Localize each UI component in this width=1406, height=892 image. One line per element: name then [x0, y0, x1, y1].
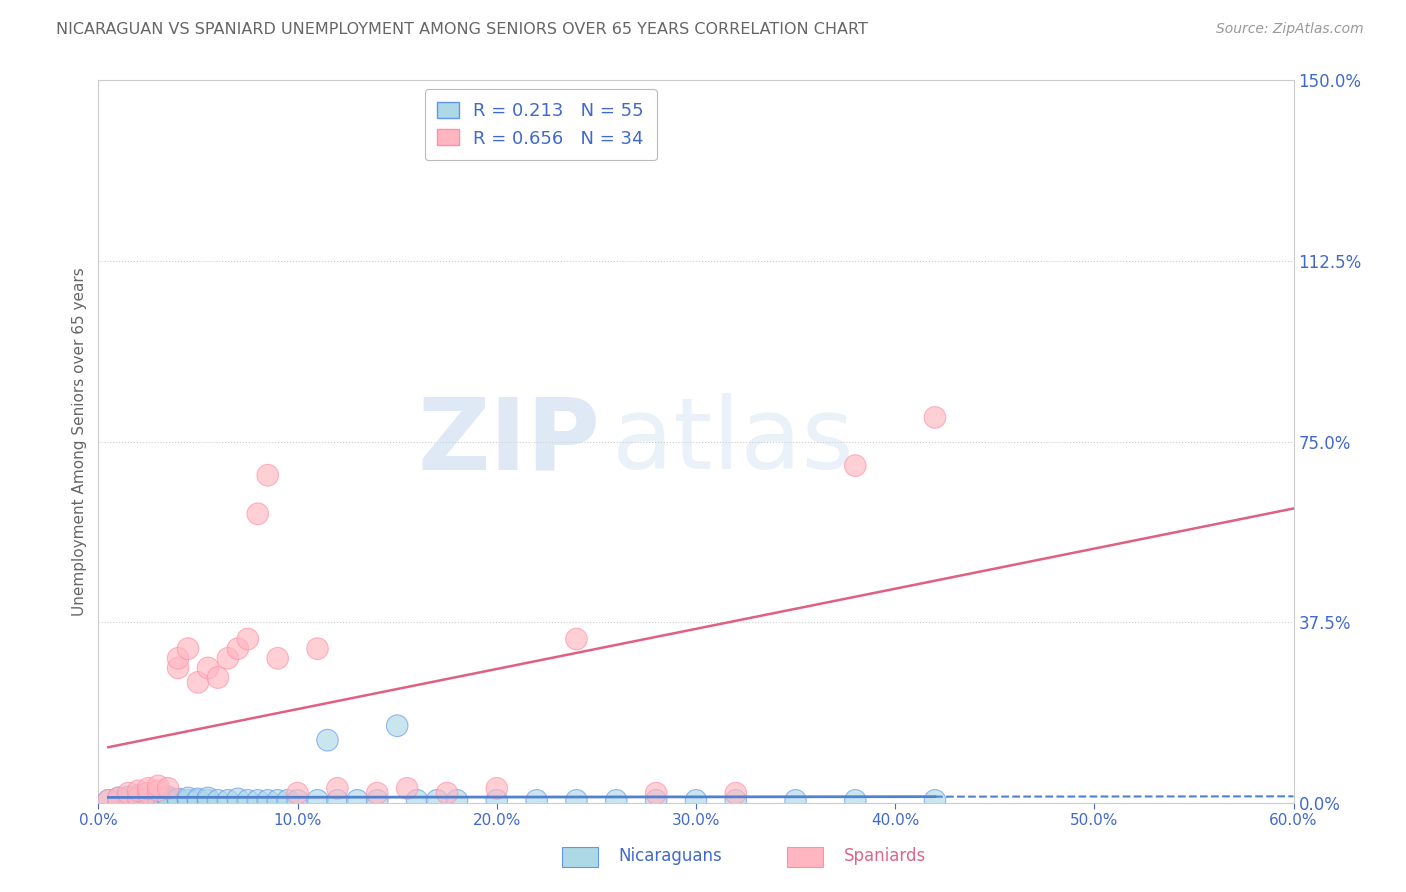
- Ellipse shape: [128, 789, 149, 810]
- Text: Spaniards: Spaniards: [844, 847, 925, 865]
- Ellipse shape: [97, 789, 120, 811]
- Text: Nicaraguans: Nicaraguans: [619, 847, 723, 865]
- Ellipse shape: [238, 628, 259, 650]
- Ellipse shape: [108, 787, 129, 809]
- Ellipse shape: [217, 789, 239, 811]
- Ellipse shape: [645, 789, 666, 811]
- Ellipse shape: [267, 789, 288, 811]
- Ellipse shape: [228, 789, 249, 810]
- Ellipse shape: [845, 455, 866, 476]
- Text: atlas: atlas: [613, 393, 853, 490]
- Ellipse shape: [128, 787, 149, 809]
- Ellipse shape: [138, 782, 159, 804]
- Ellipse shape: [526, 789, 547, 811]
- Ellipse shape: [257, 789, 278, 811]
- Ellipse shape: [157, 789, 179, 810]
- Ellipse shape: [167, 657, 188, 679]
- Ellipse shape: [307, 638, 328, 659]
- Ellipse shape: [845, 789, 866, 811]
- Ellipse shape: [177, 638, 198, 659]
- Ellipse shape: [197, 657, 219, 679]
- Ellipse shape: [108, 787, 129, 809]
- Ellipse shape: [148, 780, 169, 802]
- Ellipse shape: [187, 789, 208, 811]
- Ellipse shape: [247, 789, 269, 811]
- Legend: R = 0.213   N = 55, R = 0.656   N = 34: R = 0.213 N = 55, R = 0.656 N = 34: [425, 89, 657, 161]
- Ellipse shape: [167, 648, 188, 669]
- Ellipse shape: [148, 787, 169, 809]
- Ellipse shape: [148, 789, 169, 811]
- Ellipse shape: [128, 780, 149, 802]
- Ellipse shape: [128, 787, 149, 809]
- Ellipse shape: [138, 778, 159, 799]
- Ellipse shape: [217, 648, 239, 669]
- Ellipse shape: [396, 778, 418, 799]
- Ellipse shape: [128, 785, 149, 806]
- Ellipse shape: [565, 789, 588, 811]
- Ellipse shape: [138, 789, 159, 810]
- Ellipse shape: [247, 503, 269, 524]
- Ellipse shape: [148, 775, 169, 797]
- Ellipse shape: [157, 786, 179, 808]
- Text: ZIP: ZIP: [418, 393, 600, 490]
- Ellipse shape: [725, 789, 747, 811]
- Ellipse shape: [685, 789, 707, 811]
- Ellipse shape: [486, 778, 508, 799]
- Ellipse shape: [316, 730, 339, 751]
- Ellipse shape: [138, 786, 159, 808]
- Ellipse shape: [118, 782, 139, 804]
- Ellipse shape: [565, 628, 588, 650]
- Ellipse shape: [157, 778, 179, 799]
- Ellipse shape: [367, 789, 388, 811]
- Ellipse shape: [436, 782, 458, 804]
- Ellipse shape: [924, 789, 946, 811]
- Ellipse shape: [187, 672, 208, 693]
- Ellipse shape: [326, 789, 349, 811]
- Ellipse shape: [128, 789, 149, 811]
- Ellipse shape: [387, 714, 408, 737]
- Ellipse shape: [257, 465, 278, 486]
- Ellipse shape: [108, 789, 129, 811]
- Ellipse shape: [367, 782, 388, 804]
- Ellipse shape: [177, 789, 198, 811]
- Ellipse shape: [138, 789, 159, 811]
- Ellipse shape: [446, 789, 468, 811]
- Text: NICARAGUAN VS SPANIARD UNEMPLOYMENT AMONG SENIORS OVER 65 YEARS CORRELATION CHAR: NICARAGUAN VS SPANIARD UNEMPLOYMENT AMON…: [56, 22, 868, 37]
- Ellipse shape: [148, 789, 169, 810]
- Ellipse shape: [486, 789, 508, 811]
- Ellipse shape: [347, 789, 368, 811]
- Ellipse shape: [645, 782, 666, 804]
- Ellipse shape: [426, 789, 447, 811]
- Ellipse shape: [307, 789, 328, 811]
- Ellipse shape: [287, 782, 308, 804]
- Ellipse shape: [118, 789, 139, 810]
- Ellipse shape: [177, 787, 198, 809]
- Ellipse shape: [287, 789, 308, 811]
- Ellipse shape: [187, 789, 208, 810]
- Ellipse shape: [606, 789, 627, 811]
- Ellipse shape: [207, 789, 229, 811]
- Ellipse shape: [924, 407, 946, 428]
- Ellipse shape: [167, 789, 188, 810]
- Ellipse shape: [326, 778, 349, 799]
- Ellipse shape: [157, 789, 179, 811]
- Ellipse shape: [118, 789, 139, 811]
- Ellipse shape: [267, 648, 288, 669]
- Y-axis label: Unemployment Among Seniors over 65 years: Unemployment Among Seniors over 65 years: [72, 268, 87, 615]
- Text: Source: ZipAtlas.com: Source: ZipAtlas.com: [1216, 22, 1364, 37]
- Ellipse shape: [197, 787, 219, 809]
- Ellipse shape: [197, 789, 219, 811]
- Ellipse shape: [228, 638, 249, 659]
- Ellipse shape: [118, 786, 139, 808]
- Ellipse shape: [785, 789, 806, 811]
- Ellipse shape: [238, 789, 259, 811]
- Ellipse shape: [406, 789, 427, 811]
- Ellipse shape: [277, 789, 298, 811]
- Ellipse shape: [725, 782, 747, 804]
- Ellipse shape: [167, 789, 188, 811]
- Ellipse shape: [97, 789, 120, 811]
- Ellipse shape: [207, 666, 229, 689]
